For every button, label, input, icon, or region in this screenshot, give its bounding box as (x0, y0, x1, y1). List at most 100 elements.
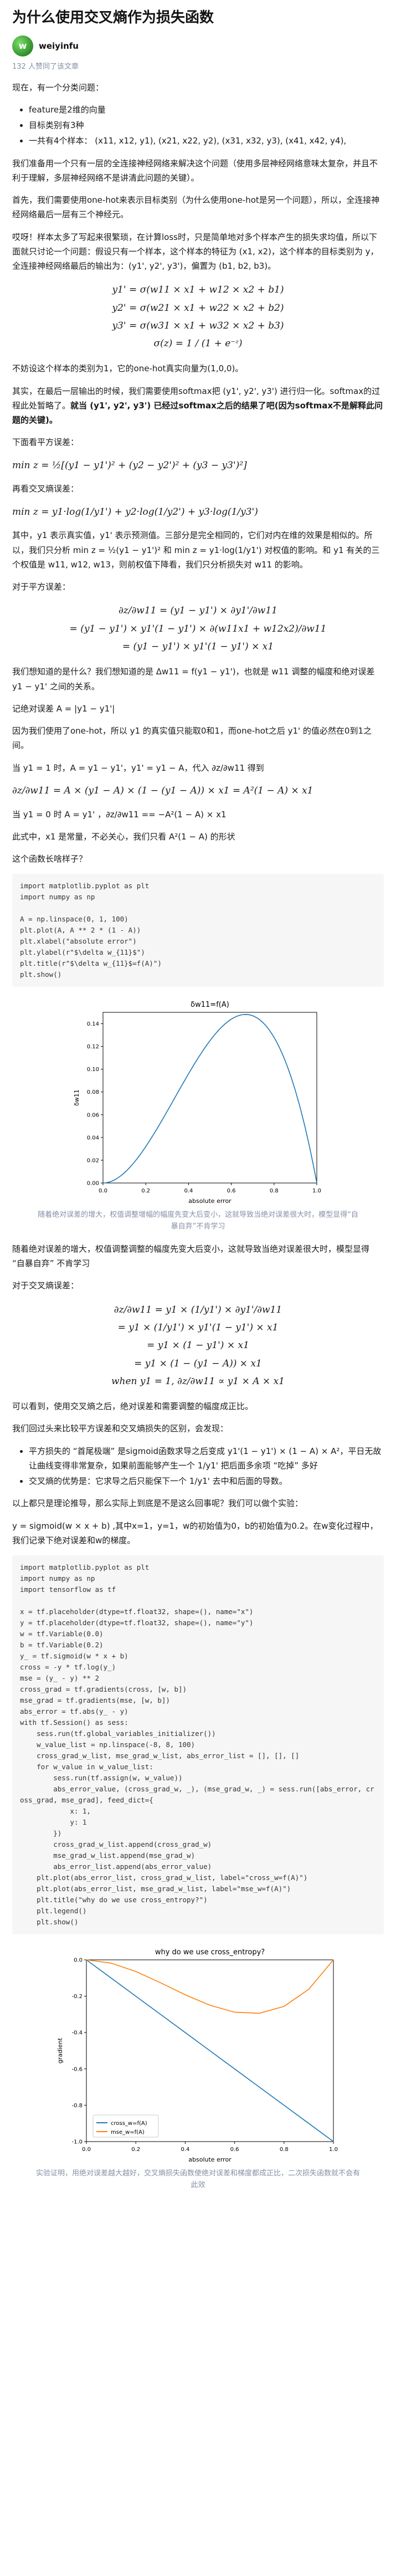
code-line: x: 1, (20, 1807, 91, 1816)
figure-chart-1: δw11=f(A) 0.0 0.2 0.4 0.6 0.8 1.0 0.00 0.02 0.04 0… (12, 996, 384, 1206)
y-tick-label: -0.4 (71, 2030, 83, 2036)
y-tick-label: -0.2 (71, 1994, 83, 2000)
plot-frame (102, 1012, 317, 1184)
paragraph: 记绝对误差 A = |y1 − y1'| (12, 703, 115, 714)
series-line-main (102, 1014, 317, 1184)
chart-title: why do we use cross_entropy? (155, 1948, 264, 1957)
code-line: mse = (y_ - y) ** 2 (20, 1674, 99, 1683)
x-tick-label: 0.6 (227, 1188, 235, 1194)
code-line: import matplotlib.pyplot as plt (20, 1563, 150, 1572)
equation-block: y1' = σ(w11 × x1 + w12 × x2 + b1) y2' = … (12, 281, 384, 352)
equation-line: = y1 × (1 − y1') × x1 (147, 1340, 249, 1351)
figure-caption: 实验证明，用绝对误差越大越好，交叉熵损失函数使绝对误差和梯度都成正比，二次损失函… (35, 2169, 360, 2189)
figure-caption: 随着绝对误差的增大，权值调整增幅的幅度先变大后变小，这就导致当绝对误差很大时，模… (38, 1211, 358, 1231)
code-line: sess.run(tf.global_variables_initializer… (20, 1729, 216, 1738)
code-line: cross_grad_w_list, mse_grad_w_list, abs_… (20, 1752, 300, 1760)
y-tick-label: 0.0 (74, 1958, 83, 1964)
code-line: x = tf.placeholder(dtype=tf.float32, sha… (20, 1607, 254, 1616)
equation-line: y1' = σ(w11 × x1 + w12 × x2 + b1) (112, 284, 284, 296)
author-name[interactable]: weiyinfu (39, 40, 79, 51)
code-line: y_ = tf.sigmoid(w * x + b) (20, 1652, 128, 1661)
equation-line: = y1 × (1/y1') × y1'(1 − y1') × x1 (117, 1322, 279, 1334)
avatar[interactable]: w (12, 35, 33, 57)
equation-line: y3' = σ(w31 × x1 + w32 × x2 + b3) (112, 320, 284, 331)
code-line: import numpy as np (20, 893, 95, 902)
paragraph: 以上都只是理论推导，那么实际上到底是不是这么回事呢？我们可以做个实验： (12, 1498, 304, 1509)
code-line: plt.title("why do we use cross_entropy?"… (20, 1896, 208, 1904)
code-line: plt.show() (20, 970, 62, 979)
paragraph: 哎呀！样本太多了写起来很繁琐，在计算loss时，只是简单地对多个样本产生的损失求… (12, 232, 379, 272)
line-chart-1: δw11=f(A) 0.0 0.2 0.4 0.6 0.8 1.0 0.00 0.02 0.04 0… (73, 1001, 321, 1205)
article-page: 为什么使用交叉熵作为损失函数 w weiyinfu 132 人赞同了该文章 现在… (0, 0, 396, 2234)
paragraph: 此式中，x1 是常量，不必关心，我们只看 A²(1 − A) 的形状 (12, 831, 235, 842)
y-tick-label: 0.06 (86, 1113, 99, 1119)
legend-box (92, 2114, 158, 2138)
paragraph: 其实，在最后一层输出的时候，我们需要使用softmax把 (y1', y2', … (12, 384, 384, 428)
y-tick-label: 0.12 (86, 1044, 99, 1050)
code-line: y: 1 (20, 1818, 87, 1827)
y-tick-label: -1.0 (71, 2139, 83, 2145)
y-tick-label: -0.8 (71, 2103, 83, 2109)
y-tick-label: 0.02 (86, 1158, 99, 1164)
equation-line: ∂z/∂w11 = y1 × (1/y1') × ∂y1'/∂w11 (114, 1304, 282, 1315)
y-tick-label: -0.6 (71, 2067, 83, 2073)
list-item: 平方损失的 “首尾极端” 是sigmoid函数求导之后变成 y1'(1 − y1… (29, 1444, 384, 1473)
y-axis-label: δw11 (73, 1090, 80, 1107)
code-line: plt.xlabel("absolute error") (20, 937, 137, 946)
equation-line: = y1 × (1 − (y1 − A)) × x1 (134, 1358, 262, 1369)
likes-count: 132 人赞同了该文章 (12, 62, 79, 71)
code-line: sess.run(tf.assign(w, w_value)) (20, 1774, 183, 1783)
paragraph: 下面看平方误差： (12, 437, 79, 448)
code-block[interactable]: import matplotlib.pyplot as plt import n… (12, 1555, 384, 1935)
paragraph: 不妨设这个样本的类别为1，它的one-hot真实向量为(1,0,0)。 (12, 363, 244, 374)
paragraph: 再看交叉熵误差： (12, 484, 79, 494)
list-item: 目标类别有3种 (29, 118, 384, 132)
equation: min z = y1·log(1/y1') + y2·log(1/y2') + … (12, 506, 258, 518)
code-line: plt.title(r"$\delta w_{11}$=f(A)") (20, 959, 162, 968)
code-line: w = tf.Variable(0.0) (20, 1630, 104, 1638)
x-tick-label: 0.2 (131, 2147, 140, 2153)
paragraph: 随着绝对误差的增大，权值调整调整的幅度先变大后变小，这就导致当绝对误差很大时，模… (12, 1243, 370, 1269)
code-line: plt.plot(A, A ** 2 * (1 - A)) (20, 926, 141, 935)
bullet-list: 平方损失的 “首尾极端” 是sigmoid函数求导之后变成 y1'(1 − y1… (29, 1444, 384, 1489)
paragraph: 对于交叉熵误差： (12, 1281, 79, 1291)
x-tick-label: 0.2 (141, 1188, 150, 1194)
x-tick-label: 0.4 (181, 2147, 189, 2153)
paragraph: 对于平方误差： (12, 582, 71, 592)
paragraph: 因为我们使用了one-hot，所以 y1 的真实值只能取0和1，而one-hot… (12, 726, 372, 751)
x-axis-label: absolute error (188, 1197, 232, 1205)
code-line: plt.show() (20, 1918, 79, 1927)
x-axis-label: absolute error (188, 2156, 232, 2163)
code-line: abs_error_list.append(abs_error_value) (20, 1862, 212, 1871)
list-item: feature是2维的向量 (29, 103, 384, 117)
x-tick-label: 0.8 (279, 2147, 288, 2153)
equation-line: y2' = σ(w21 × x1 + w22 × x2 + b2) (112, 302, 284, 314)
paragraph: 其中，y1 表示真实值，y1' 表示预测值。三部分是完全相同的，它们对内在维的效… (12, 530, 380, 570)
code-line: abs_error = tf.abs(y_ - y) (20, 1707, 128, 1716)
paragraph: 我们想知道的是什么？我们想知道的是 Δw11 = f(y1 − y1')，也就是… (12, 667, 375, 692)
code-block[interactable]: import matplotlib.pyplot as plt import n… (12, 874, 384, 987)
x-tick-label: 1.0 (312, 1188, 321, 1194)
code-line: with tf.Session() as sess: (20, 1718, 128, 1727)
list-item: 交叉熵的优势是：它求导之后只能保下一个 1/y1' 去中和后面的导数。 (29, 1474, 384, 1488)
equation-line: = (y1 − y1') × y1'(1 − y1') × x1 (122, 641, 274, 653)
code-line: cross = -y * tf.log(y_) (20, 1663, 116, 1672)
code-line: b = tf.Variable(0.2) (20, 1641, 104, 1650)
paragraph: 当 y1 = 1 时，A = y1 − y1'，y1' = y1 − A，代入 … (12, 762, 264, 773)
paragraph: 我们准备用一个只有一层的全连接神经网络来解决这个问题（使用多层神经网络意味太复杂… (12, 158, 378, 183)
y-tick-label: 0.08 (86, 1090, 99, 1096)
plot-frame (86, 1959, 333, 2142)
paragraph: 这个函数长啥样子？ (12, 854, 88, 864)
code-line: import matplotlib.pyplot as plt (20, 882, 150, 890)
bold-text: 就当 (y1', y2', y3') 已经过softmax之后的结果了吧(因为s… (12, 400, 383, 426)
y-tick-label: 0.04 (86, 1135, 99, 1141)
code-line: import tensorflow as tf (20, 1585, 116, 1594)
line-chart-2: why do we use cross_entropy? 0.0 0.2 0.4 0.6… (56, 1948, 338, 2163)
series-line-crosswfa (86, 1959, 333, 2142)
author-row: w weiyinfu (12, 35, 384, 57)
y-axis-label: gradient (56, 2037, 64, 2063)
code-line: A = np.linspace(0, 1, 100) (20, 915, 128, 924)
code-line: }) (20, 1829, 62, 1838)
paragraph-text: 其实，在最后一层输出的时候，我们需要使用softmax把 (y1', y2', … (12, 386, 380, 411)
code-line: cross_grad_w_list.append(cross_grad_w) (20, 1840, 212, 1849)
